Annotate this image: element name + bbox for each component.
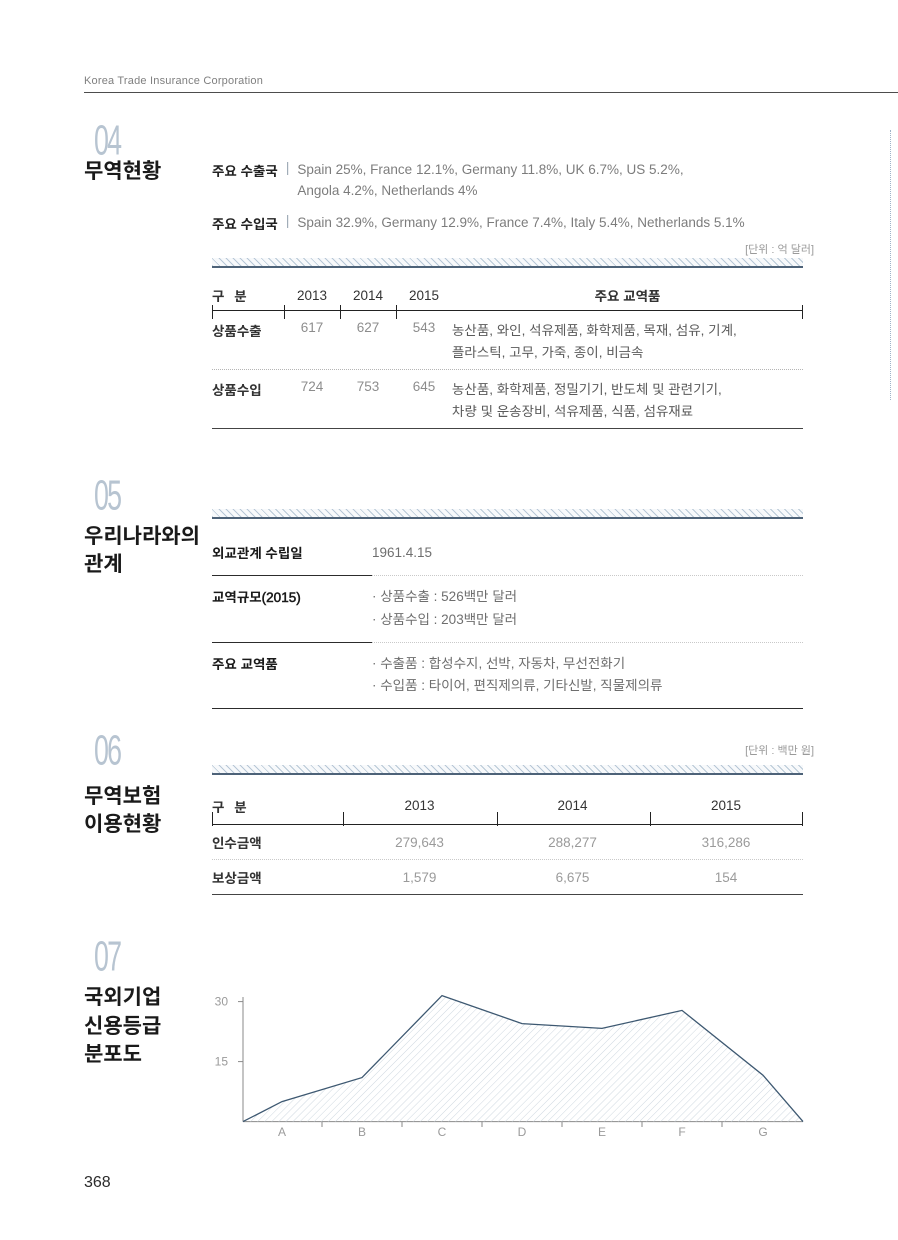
- svg-text:D: D: [518, 1125, 527, 1139]
- svg-text:30: 30: [215, 995, 229, 1009]
- svg-text:A: A: [278, 1125, 286, 1139]
- svg-text:C: C: [438, 1125, 447, 1139]
- svg-text:15: 15: [215, 1055, 229, 1069]
- svg-text:F: F: [678, 1125, 685, 1139]
- svg-text:E: E: [598, 1125, 606, 1139]
- svg-text:B: B: [358, 1125, 366, 1139]
- svg-text:G: G: [758, 1125, 767, 1139]
